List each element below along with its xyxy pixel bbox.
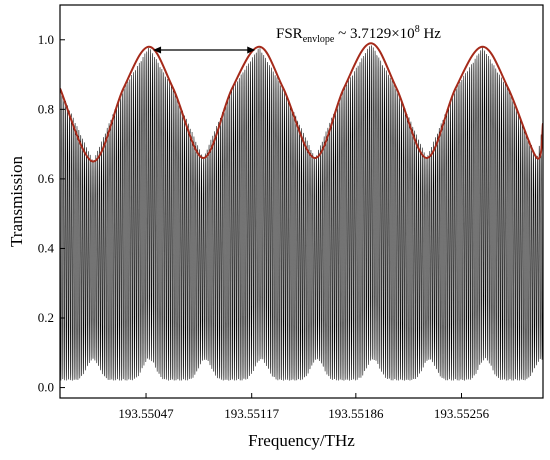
x-axis: 193.55047 193.55117 193.55186 193.55256 — [118, 393, 489, 421]
y-tick-label: 1.0 — [38, 32, 54, 47]
x-tick-label: 193.55117 — [224, 406, 279, 421]
fsr-prefix: FSR — [276, 26, 303, 42]
fsr-middle: ~ 3.7129×10 — [334, 26, 414, 42]
x-tick-label: 193.55186 — [328, 406, 384, 421]
y-tick-label: 0.0 — [38, 380, 54, 395]
fsr-suffix: Hz — [420, 26, 442, 42]
x-tick-label: 193.55047 — [118, 406, 174, 421]
fsr-double-arrow — [153, 47, 255, 54]
fine-comb-series — [60, 45, 543, 380]
x-axis-title: Frequency/THz — [248, 431, 355, 450]
y-axis-title: Transmission — [7, 155, 26, 247]
fsr-subscript: envlope — [303, 34, 335, 45]
y-tick-label: 0.6 — [38, 171, 55, 186]
y-tick-label: 0.4 — [38, 240, 55, 255]
y-tick-label: 0.2 — [38, 310, 54, 325]
x-tick-label: 193.55256 — [434, 406, 490, 421]
fsr-annotation: FSRenvlope ~ 3.7129×108 Hz — [276, 24, 441, 45]
fine-comb-line — [60, 45, 543, 380]
y-tick-label: 0.8 — [38, 101, 54, 116]
